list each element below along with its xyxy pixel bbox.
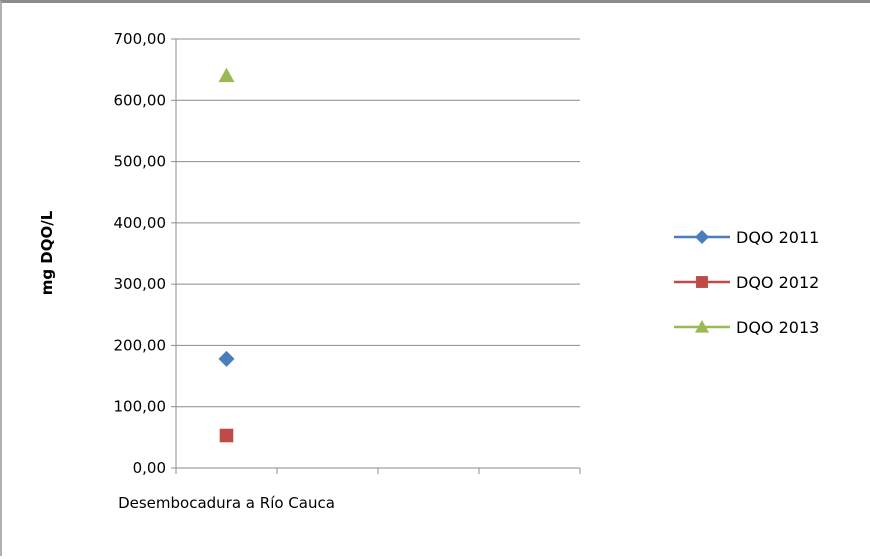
legend-marker — [696, 276, 708, 288]
y-tick-label: 700,00 — [114, 30, 167, 48]
x-tick-label: Desembocadura a Río Cauca — [118, 494, 335, 512]
chart-area: 0,00 100,00 200,00 300,00 400,00 500,00 600,00… — [38, 30, 819, 512]
y-tick-label: 400,00 — [114, 214, 167, 232]
y-tick-label: 100,00 — [114, 398, 167, 416]
y-tick-label: 200,00 — [114, 336, 167, 354]
data-markers — [218, 67, 235, 443]
legend-label: DQO 2012 — [736, 273, 819, 292]
y-tick-label: 600,00 — [114, 91, 167, 109]
data-point — [219, 428, 234, 443]
y-tick-label: 0,00 — [133, 459, 166, 477]
legend-marker — [695, 320, 709, 333]
legend: DQO 2011 DQO 2012 DQO 2013 — [674, 228, 819, 337]
axes: 0,00 100,00 200,00 300,00 400,00 500,00 600,00… — [114, 30, 581, 512]
y-tick-label: 300,00 — [114, 275, 167, 293]
gridlines — [176, 38, 580, 408]
legend-marker — [695, 230, 709, 244]
legend-label: DQO 2013 — [736, 318, 819, 337]
data-point — [218, 67, 235, 83]
y-tick-label: 500,00 — [114, 153, 167, 171]
y-axis-title: mg DQO/L — [38, 210, 56, 295]
data-point — [218, 350, 235, 367]
legend-label: DQO 2011 — [736, 228, 819, 247]
